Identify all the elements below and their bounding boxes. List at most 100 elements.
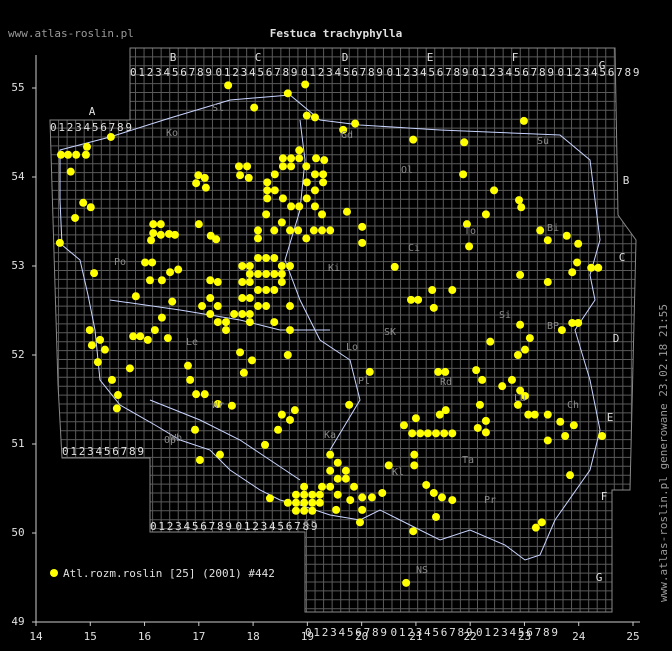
region-label: Op bbox=[164, 435, 176, 446]
record-point bbox=[574, 318, 583, 327]
record-point bbox=[516, 386, 525, 395]
x-tick-label: 20 bbox=[355, 630, 368, 643]
record-point bbox=[434, 367, 443, 376]
record-point bbox=[358, 238, 367, 247]
x-tick-label: 21 bbox=[409, 630, 422, 643]
x-tick-label: 15 bbox=[84, 630, 97, 643]
record-point bbox=[87, 341, 96, 350]
record-point bbox=[291, 506, 300, 515]
record-point bbox=[143, 335, 152, 344]
record-point bbox=[310, 170, 319, 179]
record-point bbox=[270, 186, 279, 195]
record-point bbox=[473, 423, 482, 432]
record-point bbox=[245, 270, 254, 279]
record-point bbox=[333, 474, 342, 483]
record-point bbox=[346, 496, 355, 505]
record-point bbox=[300, 498, 309, 507]
record-point bbox=[100, 345, 109, 354]
y-tick-label: 54 bbox=[11, 170, 25, 183]
record-point bbox=[378, 488, 387, 497]
record-point bbox=[262, 270, 271, 279]
record-point bbox=[531, 523, 540, 532]
record-point bbox=[356, 518, 365, 527]
record-point bbox=[448, 286, 457, 295]
row-label: E bbox=[607, 411, 614, 424]
record-point bbox=[428, 286, 437, 295]
record-point bbox=[569, 421, 578, 430]
record-point bbox=[399, 421, 408, 430]
record-point bbox=[341, 474, 350, 483]
y-tick-label: 49 bbox=[11, 615, 24, 628]
record-point bbox=[200, 173, 209, 182]
region-label: Ci bbox=[408, 243, 420, 254]
record-point bbox=[318, 226, 327, 235]
record-point bbox=[519, 116, 528, 125]
record-point bbox=[422, 480, 431, 489]
record-point bbox=[530, 410, 539, 419]
record-point bbox=[278, 194, 287, 203]
record-point bbox=[543, 236, 552, 245]
record-point bbox=[441, 367, 450, 376]
record-point bbox=[213, 278, 222, 287]
record-point bbox=[300, 506, 309, 515]
legend-marker bbox=[50, 569, 58, 577]
region-label: Wb bbox=[170, 433, 182, 444]
record-point bbox=[437, 493, 446, 502]
record-point bbox=[156, 220, 165, 229]
row-label: G bbox=[596, 571, 603, 584]
record-point bbox=[148, 258, 157, 267]
record-point bbox=[490, 186, 499, 195]
record-point bbox=[423, 429, 432, 438]
record-point bbox=[516, 270, 525, 279]
record-point bbox=[285, 415, 294, 424]
record-point bbox=[234, 162, 243, 171]
record-point bbox=[568, 268, 577, 277]
country-border bbox=[59, 94, 601, 561]
record-point bbox=[112, 404, 121, 413]
record-point bbox=[131, 292, 140, 301]
record-point bbox=[285, 326, 294, 335]
record-point bbox=[285, 226, 294, 235]
record-point bbox=[460, 138, 469, 147]
region-label: Kr bbox=[304, 518, 316, 529]
record-point bbox=[283, 89, 292, 98]
record-point bbox=[270, 170, 279, 179]
record-point bbox=[475, 400, 484, 409]
record-point bbox=[56, 150, 65, 159]
record-point bbox=[315, 490, 324, 499]
record-point bbox=[561, 431, 570, 440]
record-point bbox=[301, 80, 310, 89]
column-label: D bbox=[342, 51, 349, 64]
record-point bbox=[93, 358, 102, 367]
region-label: Lo bbox=[346, 342, 358, 353]
record-point bbox=[478, 375, 487, 384]
digit-row: 0123456789 bbox=[150, 520, 232, 533]
record-point bbox=[333, 490, 342, 499]
record-point bbox=[295, 202, 304, 211]
record-point bbox=[365, 367, 374, 376]
record-point bbox=[341, 466, 350, 475]
record-point bbox=[125, 364, 134, 373]
record-point bbox=[291, 490, 300, 499]
record-point bbox=[390, 262, 399, 271]
record-point bbox=[318, 482, 327, 491]
record-point bbox=[113, 391, 122, 400]
record-point bbox=[562, 231, 571, 240]
digit-row: 0123456789 bbox=[387, 66, 469, 79]
record-point bbox=[320, 156, 329, 165]
record-point bbox=[212, 235, 221, 244]
y-tick-label: 51 bbox=[11, 437, 24, 450]
region-label: Lu bbox=[514, 393, 526, 404]
record-point bbox=[516, 320, 525, 329]
record-point bbox=[498, 382, 507, 391]
record-point bbox=[245, 294, 254, 303]
digit-row: 0123456789 bbox=[558, 66, 640, 79]
record-point bbox=[262, 210, 271, 219]
record-point bbox=[536, 226, 545, 235]
record-point bbox=[287, 202, 296, 211]
record-point bbox=[253, 286, 262, 295]
record-point bbox=[431, 429, 440, 438]
record-point bbox=[448, 429, 457, 438]
record-point bbox=[83, 142, 92, 151]
